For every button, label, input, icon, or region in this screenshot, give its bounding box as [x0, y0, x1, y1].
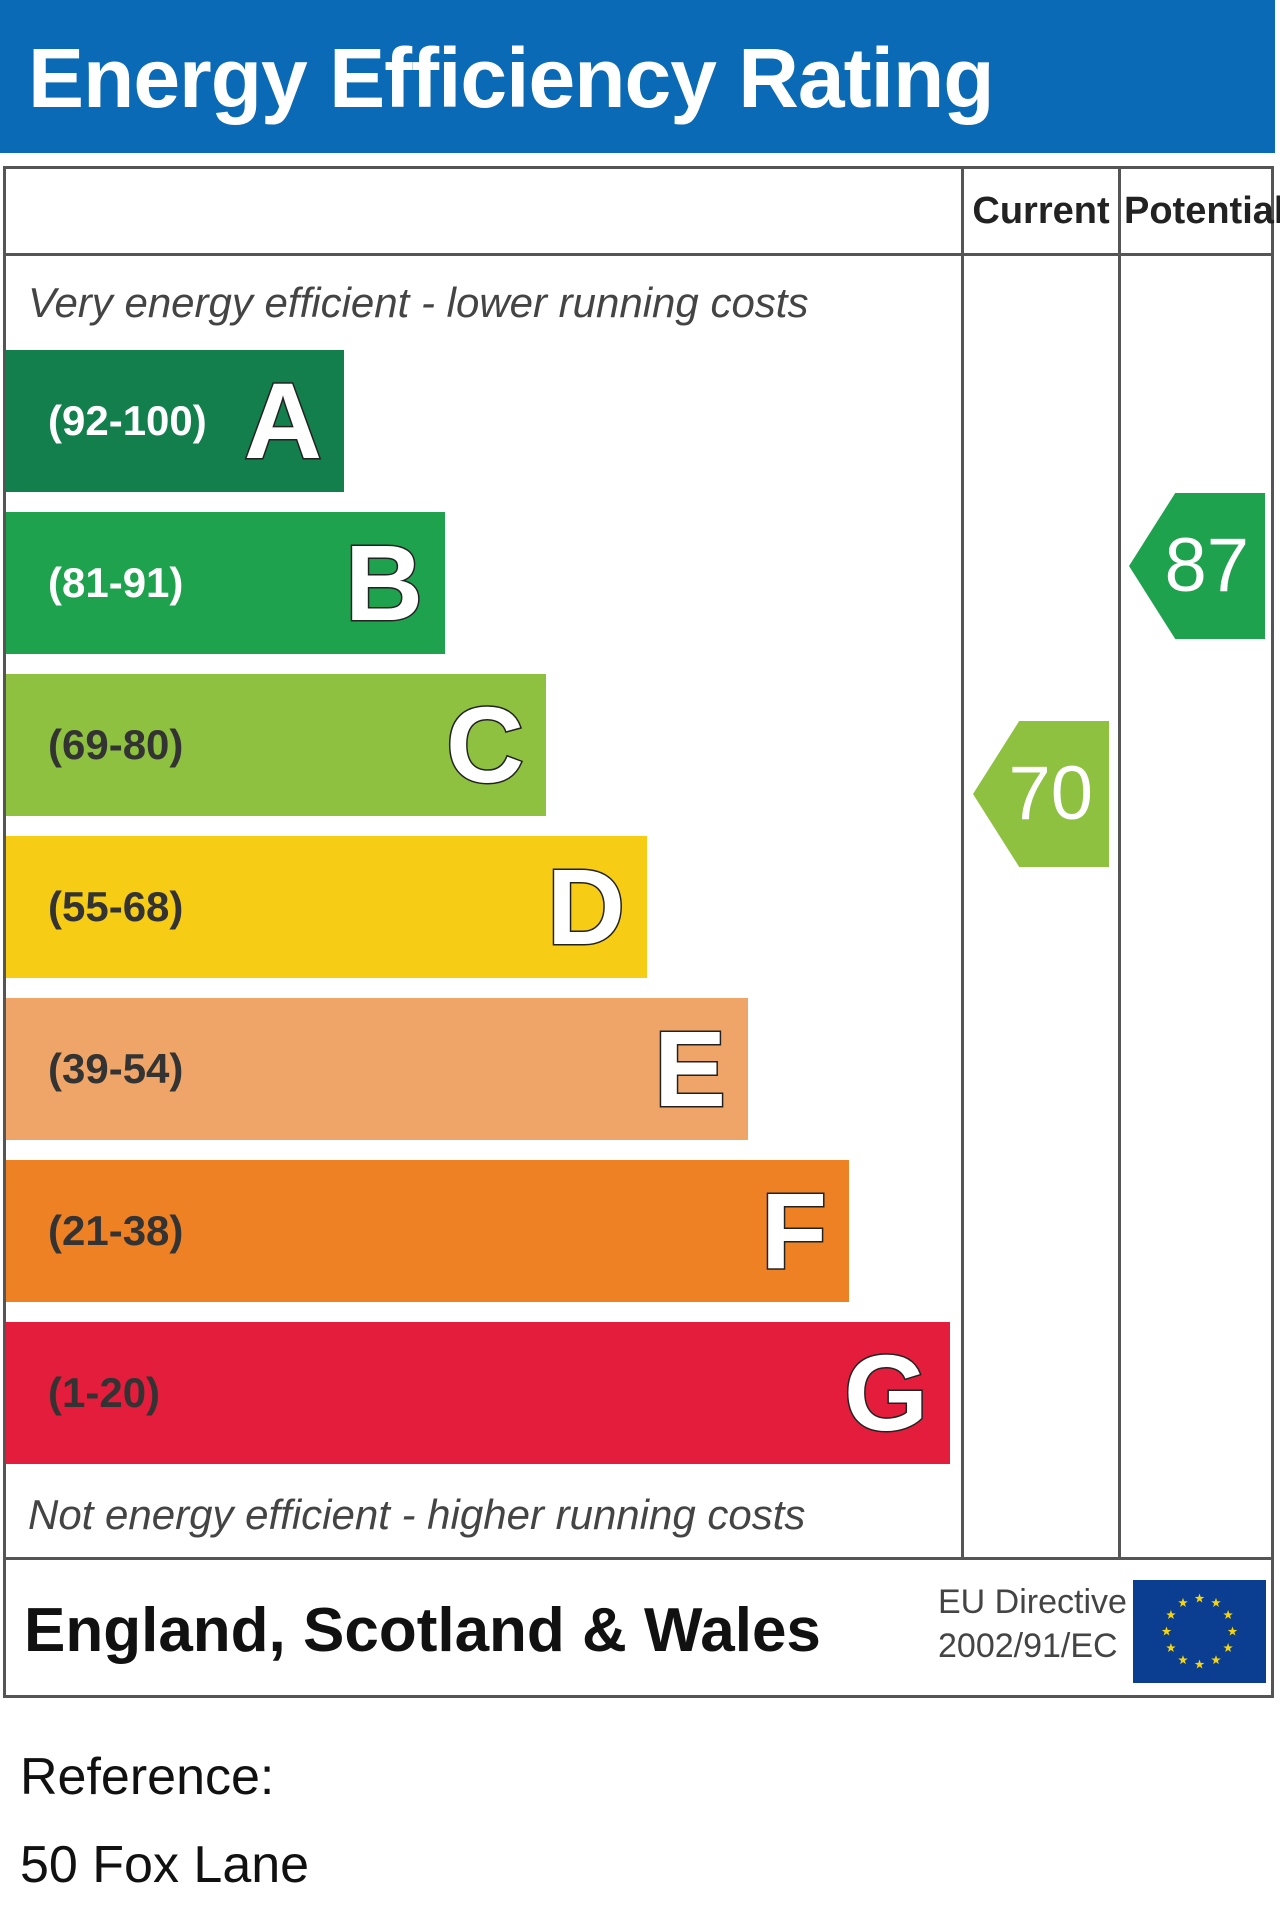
eu-directive-label: EU Directive 2002/91/EC [938, 1580, 1127, 1668]
rating-frame [3, 166, 1274, 1698]
very-efficient-note: Very energy efficient - lower running co… [28, 279, 809, 326]
header-divider [3, 253, 1274, 256]
eu-directive-line2: 2002/91/EC [938, 1627, 1118, 1665]
eu-flag-star [1194, 1659, 1205, 1669]
band-letter-label: C [445, 683, 526, 807]
band-e: (39-54) E [6, 998, 748, 1140]
band-d: (55-68) D [6, 836, 647, 978]
eu-flag-star [1223, 1643, 1233, 1652]
band-letter-label: B [344, 521, 425, 645]
not-efficient-note: Not energy efficient - higher running co… [28, 1491, 806, 1538]
band-letter-label: A [243, 359, 324, 483]
potential-column-header: Potential [1124, 190, 1280, 232]
current-rating-value: 70 [1008, 751, 1093, 836]
band-letter-label: D [546, 845, 627, 969]
eu-flag-star [1166, 1610, 1176, 1619]
band-f: (21-38) F [6, 1160, 849, 1302]
band-range-label: (21-38) [48, 1207, 184, 1254]
eu-flag-star [1178, 1597, 1188, 1607]
eu-flag-star [1194, 1593, 1205, 1603]
eu-flag-star [1178, 1655, 1188, 1665]
band-range-label: (69-80) [48, 721, 184, 768]
region-label: England, Scotland & Wales [24, 1596, 821, 1665]
reference-label: Reference: [20, 1748, 275, 1806]
current-column-divider [961, 166, 964, 1557]
band-letter-label: E [652, 1007, 727, 1131]
band-range-label: (92-100) [48, 397, 207, 444]
current-column-header: Current [972, 190, 1110, 232]
band-a: (92-100) A [6, 350, 344, 492]
reference-value: 50 Fox Lane [20, 1836, 310, 1894]
band-b: (81-91) B [6, 512, 445, 654]
band-range-label: (39-54) [48, 1045, 184, 1092]
title-bar: Energy Efficiency Rating [0, 0, 1275, 153]
chart-title: Energy Efficiency Rating [28, 31, 995, 125]
eu-flag-star [1166, 1643, 1176, 1652]
eu-directive-line1: EU Directive [938, 1583, 1127, 1621]
potential-rating-value: 87 [1164, 523, 1249, 608]
band-c: (69-80) C [6, 674, 546, 816]
eu-flag-icon [1133, 1580, 1266, 1683]
eu-flag-star [1223, 1610, 1233, 1619]
eu-flag-star [1161, 1626, 1172, 1636]
band-letter-label: G [842, 1331, 929, 1455]
band-g: (1-20) G [6, 1322, 950, 1464]
band-range-label: (1-20) [48, 1369, 161, 1416]
band-range-label: (55-68) [48, 883, 184, 930]
eu-flag-star [1211, 1655, 1221, 1665]
band-letter-label: F [760, 1169, 829, 1293]
footer-divider [3, 1557, 1274, 1560]
eu-flag-star [1211, 1597, 1221, 1607]
potential-column-divider [1118, 166, 1121, 1557]
band-range-label: (81-91) [48, 559, 184, 606]
eu-flag-star [1227, 1626, 1238, 1636]
